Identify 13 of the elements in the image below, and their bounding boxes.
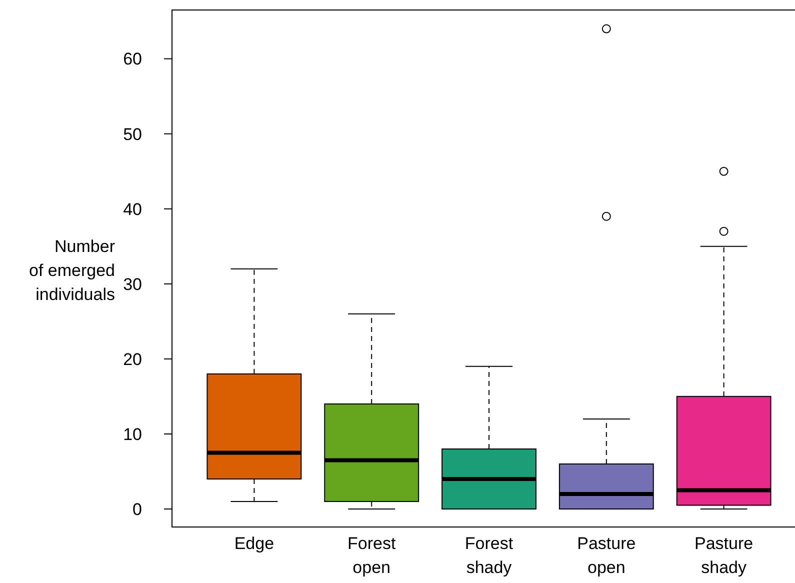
y-axis-title: Number of emerged individuals <box>29 237 116 304</box>
y-tick-label: 0 <box>132 500 142 519</box>
x-tick-label: Pasture open <box>577 534 636 577</box>
y-tick-label: 60 <box>123 50 142 69</box>
y-tick-label: 10 <box>123 424 142 444</box>
y-tick-label: 40 <box>123 200 142 219</box>
y-tick-label: 50 <box>123 124 142 144</box>
x-tick-label: Forest shady <box>464 534 514 577</box>
y-tick-label: 20 <box>123 350 142 369</box>
x-tick-label: Pasture shady <box>694 534 754 577</box>
x-tick-label: Forest open <box>348 534 396 577</box>
y-tick-label: 30 <box>123 274 142 294</box>
x-tick-label: Edge <box>234 534 274 553</box>
